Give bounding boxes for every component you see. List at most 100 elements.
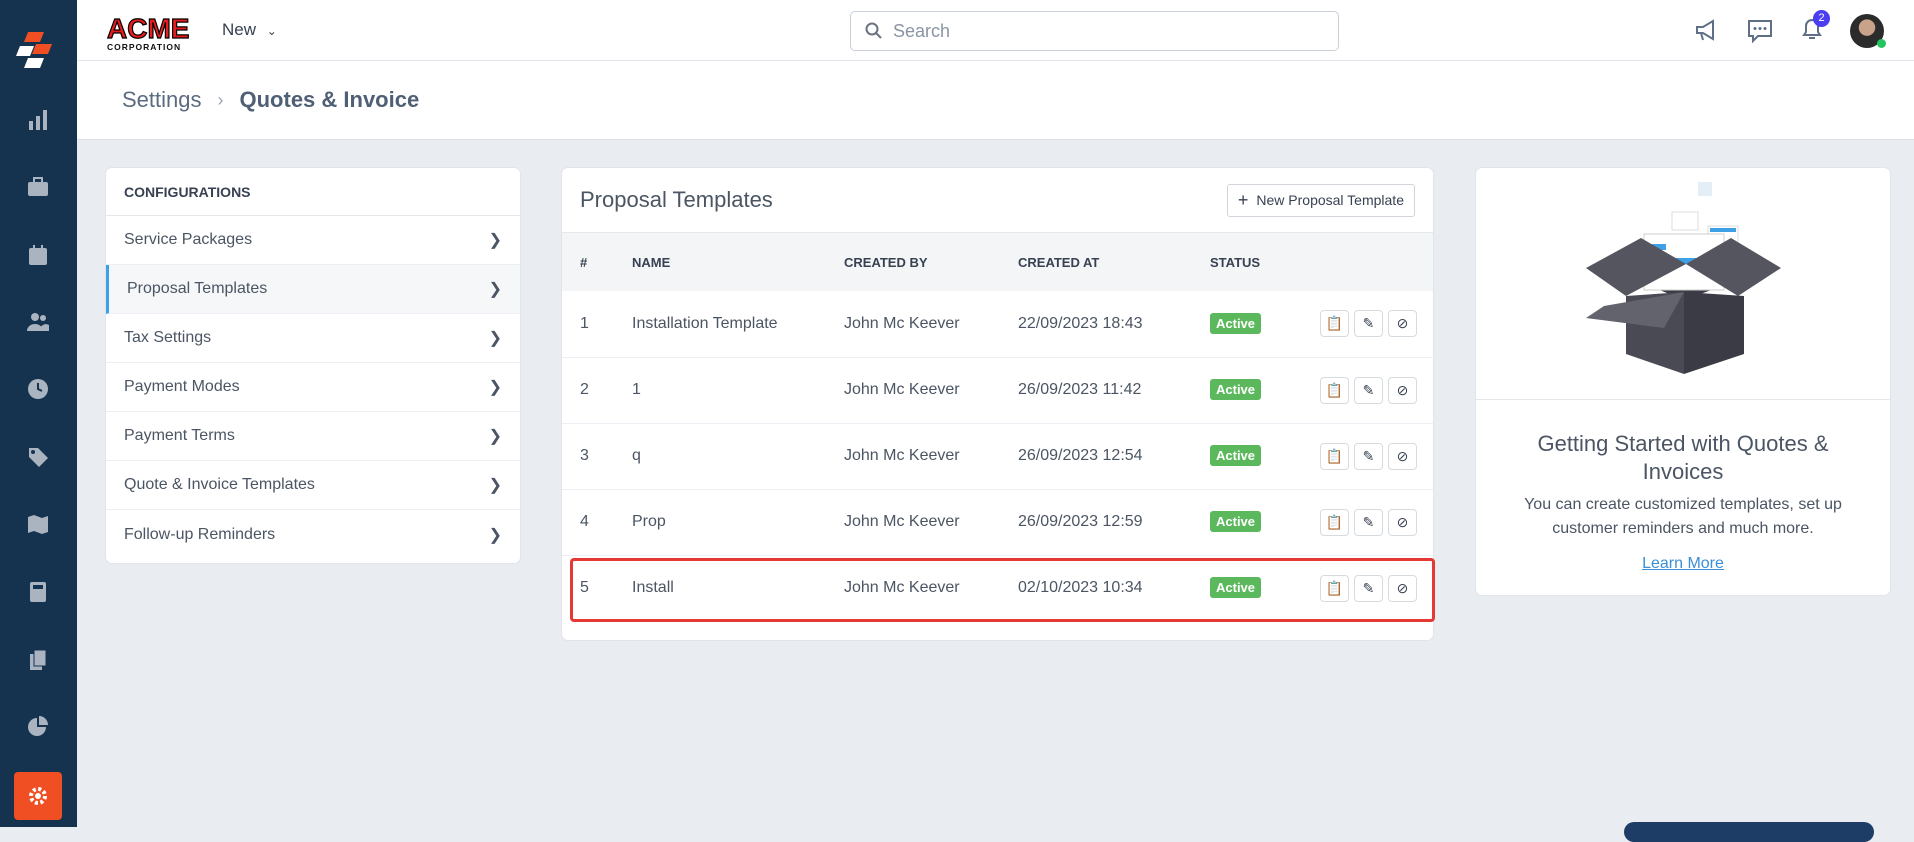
created-at: 26/09/2023 12:59 <box>1000 489 1192 556</box>
item-label: Follow-up Reminders <box>124 525 276 543</box>
duplicate-icon[interactable]: 📋 <box>1320 376 1349 404</box>
status-cell: Active <box>1192 423 1302 490</box>
new-dropdown[interactable]: New ⌄ <box>222 20 277 40</box>
learn-more-link[interactable]: Learn More <box>1642 555 1724 572</box>
calculator-icon[interactable] <box>18 572 58 612</box>
config-item-proposal-templates[interactable]: Proposal Templates ❯ <box>106 265 520 314</box>
getting-started-text: You can create customized templates, set… <box>1524 496 1842 537</box>
status-badge: Active <box>1210 312 1262 334</box>
bell-icon <box>1802 18 1822 39</box>
col-name[interactable]: NAME <box>614 233 826 291</box>
tag-icon[interactable] <box>18 437 58 477</box>
created-at: 26/09/2023 12:54 <box>1000 423 1192 490</box>
page-title: Quotes & Invoice <box>239 87 420 112</box>
duplicate-icon[interactable]: 📋 <box>1320 310 1349 338</box>
template-name[interactable]: Prop <box>614 489 826 556</box>
configurations-panel: CONFIGURATIONS Service Packages ❯ Proposa… <box>105 167 521 564</box>
panel-title: Proposal Templates <box>580 187 773 212</box>
created-by: John Mc Keever <box>826 291 1000 358</box>
created-at: 26/09/2023 11:42 <box>1000 357 1192 424</box>
search-icon <box>865 22 882 39</box>
search-input[interactable]: Search <box>850 11 1339 51</box>
help-widget-button[interactable] <box>1624 822 1874 842</box>
col-created-by[interactable]: CREATED BY <box>826 233 1000 291</box>
col-number: # <box>562 233 614 291</box>
acme-logo[interactable]: ACME CORPORATION <box>105 12 193 52</box>
status-cell: Active <box>1192 291 1302 358</box>
created-by: John Mc Keever <box>844 579 960 597</box>
chevron-right-icon: ❯ <box>488 330 502 347</box>
table-row: 1 Installation Template John Mc Keever 2… <box>562 291 1433 358</box>
notification-badge: 2 <box>1813 9 1830 27</box>
breadcrumb-settings[interactable]: Settings <box>122 87 202 112</box>
actions-cell: 📋 ✎ ⊘ <box>1302 291 1433 358</box>
map-icon[interactable] <box>18 504 58 544</box>
box-illustration <box>1476 168 1890 400</box>
getting-started-title: Getting Started with Quotes & Invoices <box>1537 431 1829 484</box>
status-badge: Active <box>1210 445 1262 466</box>
config-item-service-packages[interactable]: Service Packages ❯ <box>106 216 520 265</box>
config-item-payment-modes[interactable]: Payment Modes ❯ <box>106 363 520 412</box>
users-icon[interactable] <box>18 302 58 342</box>
config-item-payment-terms[interactable]: Payment Terms ❯ <box>106 412 520 461</box>
search-placeholder: Search <box>893 20 951 41</box>
sidebar <box>0 0 77 827</box>
chevron-right-icon: ❯ <box>488 232 502 249</box>
col-actions <box>1302 233 1433 291</box>
disable-icon[interactable]: ⊘ <box>1388 508 1417 536</box>
new-proposal-template-button[interactable]: + New Proposal Template <box>1226 183 1415 217</box>
template-name[interactable]: Install <box>632 579 674 597</box>
disable-icon[interactable]: ⊘ <box>1388 310 1417 338</box>
status-badge: Active <box>1210 379 1262 400</box>
row-number: 1 <box>562 291 614 358</box>
duplicate-icon[interactable]: 📋 <box>1320 574 1349 602</box>
item-label: Payment Modes <box>124 378 240 395</box>
chevron-right-icon: ❯ <box>488 428 502 445</box>
template-name[interactable]: 1 <box>614 357 826 424</box>
chevron-right-icon: ❯ <box>488 526 502 544</box>
svg-text:CORPORATION: CORPORATION <box>107 42 181 52</box>
disable-icon[interactable]: ⊘ <box>1388 442 1417 470</box>
col-status[interactable]: STATUS <box>1192 233 1302 291</box>
duplicate-icon[interactable]: 📋 <box>1320 442 1349 470</box>
actions-cell: 📋 ✎ ⊘ <box>1302 357 1433 424</box>
briefcase-icon[interactable] <box>18 167 58 207</box>
status-cell: Active <box>1192 489 1302 556</box>
avatar[interactable] <box>1850 14 1886 48</box>
edit-pencil-icon[interactable]: ✎ <box>1354 508 1383 536</box>
notifications-button[interactable]: 2 <box>1800 9 1830 47</box>
edit-pencil-icon[interactable]: ✎ <box>1354 442 1383 470</box>
edit-pencil-icon[interactable]: ✎ <box>1354 574 1383 602</box>
disable-icon[interactable]: ⊘ <box>1388 574 1417 602</box>
config-item-tax-settings[interactable]: Tax Settings ❯ <box>106 314 520 363</box>
button-label: New Proposal Template <box>1256 192 1404 208</box>
chevron-right-icon: › <box>217 89 224 110</box>
settings-icon[interactable] <box>14 772 62 820</box>
documents-icon[interactable] <box>18 640 58 680</box>
duplicate-icon[interactable]: 📋 <box>1320 508 1349 536</box>
clock-icon[interactable] <box>18 369 58 409</box>
config-item-quote-invoice-templates[interactable]: Quote & Invoice Templates ❯ <box>106 461 520 510</box>
created-by: John Mc Keever <box>826 423 1000 490</box>
chat-icon[interactable] <box>1746 18 1774 44</box>
edit-pencil-icon[interactable]: ✎ <box>1354 376 1383 404</box>
item-label: Payment Terms <box>124 427 235 444</box>
item-label: Quote & Invoice Templates <box>124 476 315 493</box>
table-row: 3 q John Mc Keever 26/09/2023 12:54 Acti… <box>562 423 1433 490</box>
getting-started-panel: Getting Started with Quotes & Invoices Y… <box>1475 167 1891 596</box>
col-created-at[interactable]: CREATED AT <box>1000 233 1192 291</box>
pie-chart-icon[interactable] <box>18 707 58 747</box>
reports-icon[interactable] <box>18 100 58 140</box>
item-label: Proposal Templates <box>127 280 268 297</box>
template-name[interactable]: q <box>614 423 826 490</box>
disable-icon[interactable]: ⊘ <box>1388 376 1417 404</box>
app-logo-icon[interactable] <box>14 30 62 74</box>
created-by: John Mc Keever <box>826 489 1000 556</box>
calendar-icon[interactable] <box>18 235 58 275</box>
megaphone-icon[interactable] <box>1694 19 1720 43</box>
edit-pencil-icon[interactable]: ✎ <box>1354 310 1383 338</box>
status-cell: Active <box>1192 357 1302 424</box>
created-by: John Mc Keever <box>826 357 1000 424</box>
config-item-follow-up-reminders[interactable]: Follow-up Reminders ❯ <box>106 510 520 559</box>
template-name[interactable]: Installation Template <box>614 291 826 358</box>
